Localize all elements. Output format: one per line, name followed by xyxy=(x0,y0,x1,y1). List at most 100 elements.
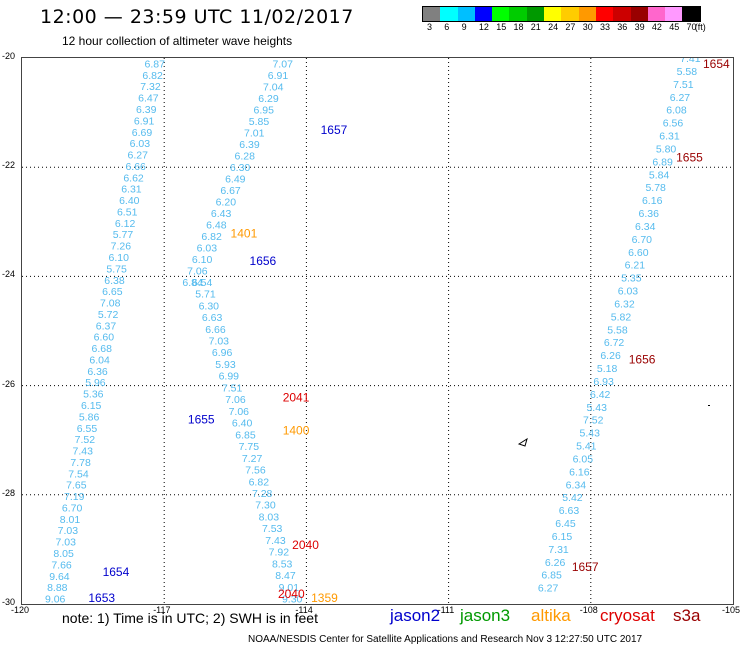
wave-height-value: 6.68 xyxy=(92,343,113,355)
wave-height-value: 6.26 xyxy=(545,557,566,569)
color-swatch xyxy=(665,7,683,21)
wave-height-value: 6.15 xyxy=(552,531,573,543)
wave-height-value: 6.34 xyxy=(566,479,587,491)
satellite-legend-s3a: s3a xyxy=(673,606,701,625)
wave-height-value: 5.75 xyxy=(106,263,127,275)
pass-time-label: 1657 xyxy=(321,123,348,137)
satellite-legend-altika: altika xyxy=(531,606,571,625)
wave-height-value: 5.78 xyxy=(645,182,666,194)
wave-height-value: 5.82 xyxy=(611,311,632,323)
lat-tick-label: -26 xyxy=(2,378,16,389)
credit-line: NOAA/NESDIS Center for Satellite Applica… xyxy=(248,634,643,645)
satellite-legend-cryosat: cryosat xyxy=(600,606,655,625)
wave-height-value: 9.06 xyxy=(45,594,66,604)
wave-height-value: 5.35 xyxy=(621,273,642,285)
wave-height-value: 7.92 xyxy=(269,547,290,559)
color-swatch xyxy=(509,7,527,21)
wave-height-value: 6.08 xyxy=(666,105,687,117)
pass-time-label: 1657 xyxy=(572,560,599,574)
wave-height-value: 6.36 xyxy=(87,366,108,378)
lat-tick-label: -20 xyxy=(2,51,16,61)
wave-height-value: 6.29 xyxy=(258,93,279,105)
wave-height-value: 6.42 xyxy=(590,389,611,401)
wave-height-value: 6.28 xyxy=(235,150,256,162)
wave-height-value: 5.58 xyxy=(677,66,698,78)
wave-height-value: 6.36 xyxy=(639,208,660,220)
color-scale-label: 3 xyxy=(427,22,433,32)
wave-height-value: 6.99 xyxy=(219,371,240,383)
color-scale-label: 21 xyxy=(530,22,541,32)
wave-height-value: 6.89 xyxy=(652,156,673,168)
wave-height-value: 6.40 xyxy=(232,418,253,430)
wave-height-value: 8.53 xyxy=(272,558,293,570)
color-swatch xyxy=(457,7,475,21)
wave-height-value: 6.21 xyxy=(625,260,646,272)
wave-height-value: 6.04 xyxy=(89,354,110,366)
wave-height-value: 6.39 xyxy=(239,139,260,151)
pass-time-label: 1656 xyxy=(629,352,656,366)
color-scale-label: 24 xyxy=(548,22,559,32)
island-dot xyxy=(708,405,710,406)
wave-height-value: 7.06 xyxy=(229,406,250,418)
wave-height-value: 7.19 xyxy=(64,491,85,503)
color-scale-bar xyxy=(422,6,701,22)
wave-height-value: 6.16 xyxy=(642,195,663,207)
wave-height-value: 6.45 xyxy=(555,518,576,530)
wave-height-value: 6.56 xyxy=(663,118,684,130)
wave-height-value: 7.08 xyxy=(100,298,121,310)
lon-tick-label: -114 xyxy=(295,605,313,615)
wave-height-value: 7.31 xyxy=(548,544,569,556)
wave-height-value: 5.36 xyxy=(83,389,104,401)
wave-height-value: 6.55 xyxy=(77,423,98,435)
pass-time-label: 1653 xyxy=(88,591,115,604)
color-swatch xyxy=(682,7,700,21)
wave-height-value: 6.12 xyxy=(115,218,136,230)
wave-height-value: 8.03 xyxy=(259,511,280,523)
wave-height-value: 6.03 xyxy=(130,138,151,150)
lat-tick-label: -22 xyxy=(2,160,16,171)
wave-height-value: 6.32 xyxy=(614,298,635,310)
wave-height-value: 6.93 xyxy=(593,376,614,388)
wave-height-value: 6.84 xyxy=(182,277,203,289)
wave-height-value: 7.41 xyxy=(680,58,701,65)
wave-height-value: 7.51 xyxy=(222,382,243,394)
color-swatch xyxy=(613,7,631,21)
color-scale-label: 12 xyxy=(478,22,489,32)
color-swatch xyxy=(492,7,510,21)
wave-height-value: 6.43 xyxy=(211,208,232,220)
wave-height-value: 5.42 xyxy=(562,492,583,504)
wave-height-value: 7.52 xyxy=(583,415,604,427)
wave-height-value: 7.66 xyxy=(51,559,72,571)
wave-height-value: 6.62 xyxy=(123,172,144,184)
color-swatch xyxy=(630,7,648,21)
wave-height-value: 7.43 xyxy=(265,535,286,547)
wave-height-value: 5.43 xyxy=(580,428,601,440)
color-swatch xyxy=(647,7,666,21)
wave-height-value: 5.85 xyxy=(249,116,270,128)
color-scale-label: 15 xyxy=(496,22,507,32)
lat-tick-label: -30 xyxy=(2,597,16,607)
wave-height-value: 6.82 xyxy=(142,70,163,82)
wave-height-value: 7.06 xyxy=(187,265,208,277)
pass-time-label: 1654 xyxy=(103,565,130,579)
color-scale-label: 70 xyxy=(686,22,697,32)
color-scale-label: 33 xyxy=(600,22,611,32)
wave-height-value: 6.60 xyxy=(94,332,115,344)
color-scale-label: 45 xyxy=(669,22,680,32)
wave-height-value: 6.34 xyxy=(635,221,656,233)
color-swatch xyxy=(423,7,441,21)
satellite-legend-jason2: jason2 xyxy=(390,606,441,625)
wave-height-value: 6.03 xyxy=(197,242,218,254)
lat-tick-label: -28 xyxy=(2,487,16,498)
wave-height-value: 7.56 xyxy=(245,465,266,477)
wave-height-value: 6.30 xyxy=(199,300,220,312)
wave-height-value: 6.82 xyxy=(249,476,270,488)
wave-height-value: 8.88 xyxy=(47,582,68,594)
color-scale-label: 30 xyxy=(582,22,593,32)
wave-height-value: 6.16 xyxy=(569,466,590,478)
satellite-legend-jason3: jason3 xyxy=(460,606,511,625)
page-title: 12:00 — 23:59 UTC 11/02/2017 xyxy=(40,6,354,28)
wave-height-value: 6.63 xyxy=(559,505,580,517)
color-scale-label: 42 xyxy=(651,22,662,32)
wave-height-value: 6.63 xyxy=(202,312,223,324)
